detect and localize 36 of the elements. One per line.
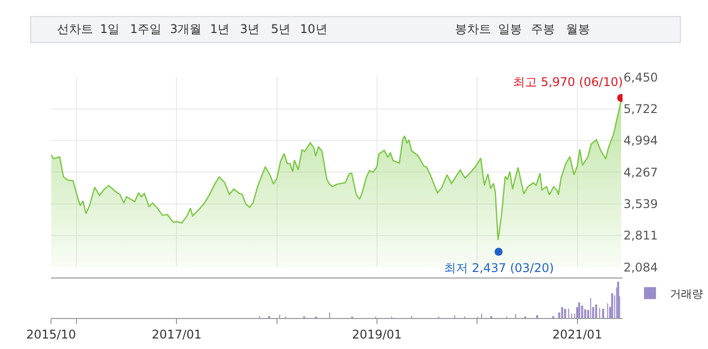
annotation: 최저 2,437 (03/20): [444, 261, 554, 275]
text: 일봉: [498, 22, 522, 36]
y-tick-label: 6,450: [624, 70, 658, 84]
y-tick-label: 2,084: [624, 260, 658, 274]
y-tick-label: 2,811: [624, 228, 658, 243]
bar: [536, 315, 538, 318]
bar: [561, 307, 564, 318]
bar: [581, 306, 584, 318]
bar: [595, 304, 598, 318]
y-tick-label: 4,267: [624, 165, 658, 180]
text: 봉차트: [455, 22, 491, 36]
y-tick-label: 4,994: [624, 134, 658, 148]
bar: [602, 308, 604, 318]
text: 월봉: [566, 22, 590, 36]
y-tick-label: 3,539: [624, 196, 658, 211]
text: 3년: [240, 22, 260, 36]
annotation: 최고 5,970 (06/10): [513, 75, 623, 89]
bar: [578, 302, 580, 318]
bar: [611, 293, 614, 318]
text: 10년: [300, 22, 328, 36]
bar: [617, 282, 620, 318]
y-tick-label: 5,722: [624, 102, 658, 116]
x-tick-label: 2015/10: [26, 327, 76, 342]
x-tick-label: 2019/01: [352, 327, 402, 342]
text: 1년: [210, 22, 230, 36]
text: 주봉: [531, 22, 555, 36]
text: 선차트: [57, 22, 93, 36]
text: 3개월: [170, 22, 202, 36]
text: 5년: [271, 22, 291, 36]
text: 1일: [100, 22, 120, 36]
x-tick-label: 2021/01: [552, 327, 602, 342]
text: 1주일: [130, 22, 162, 36]
bar: [584, 309, 586, 318]
bar: [564, 308, 566, 318]
x-tick-label: 2017/01: [152, 327, 202, 342]
legend-label: 거래량: [670, 287, 703, 300]
